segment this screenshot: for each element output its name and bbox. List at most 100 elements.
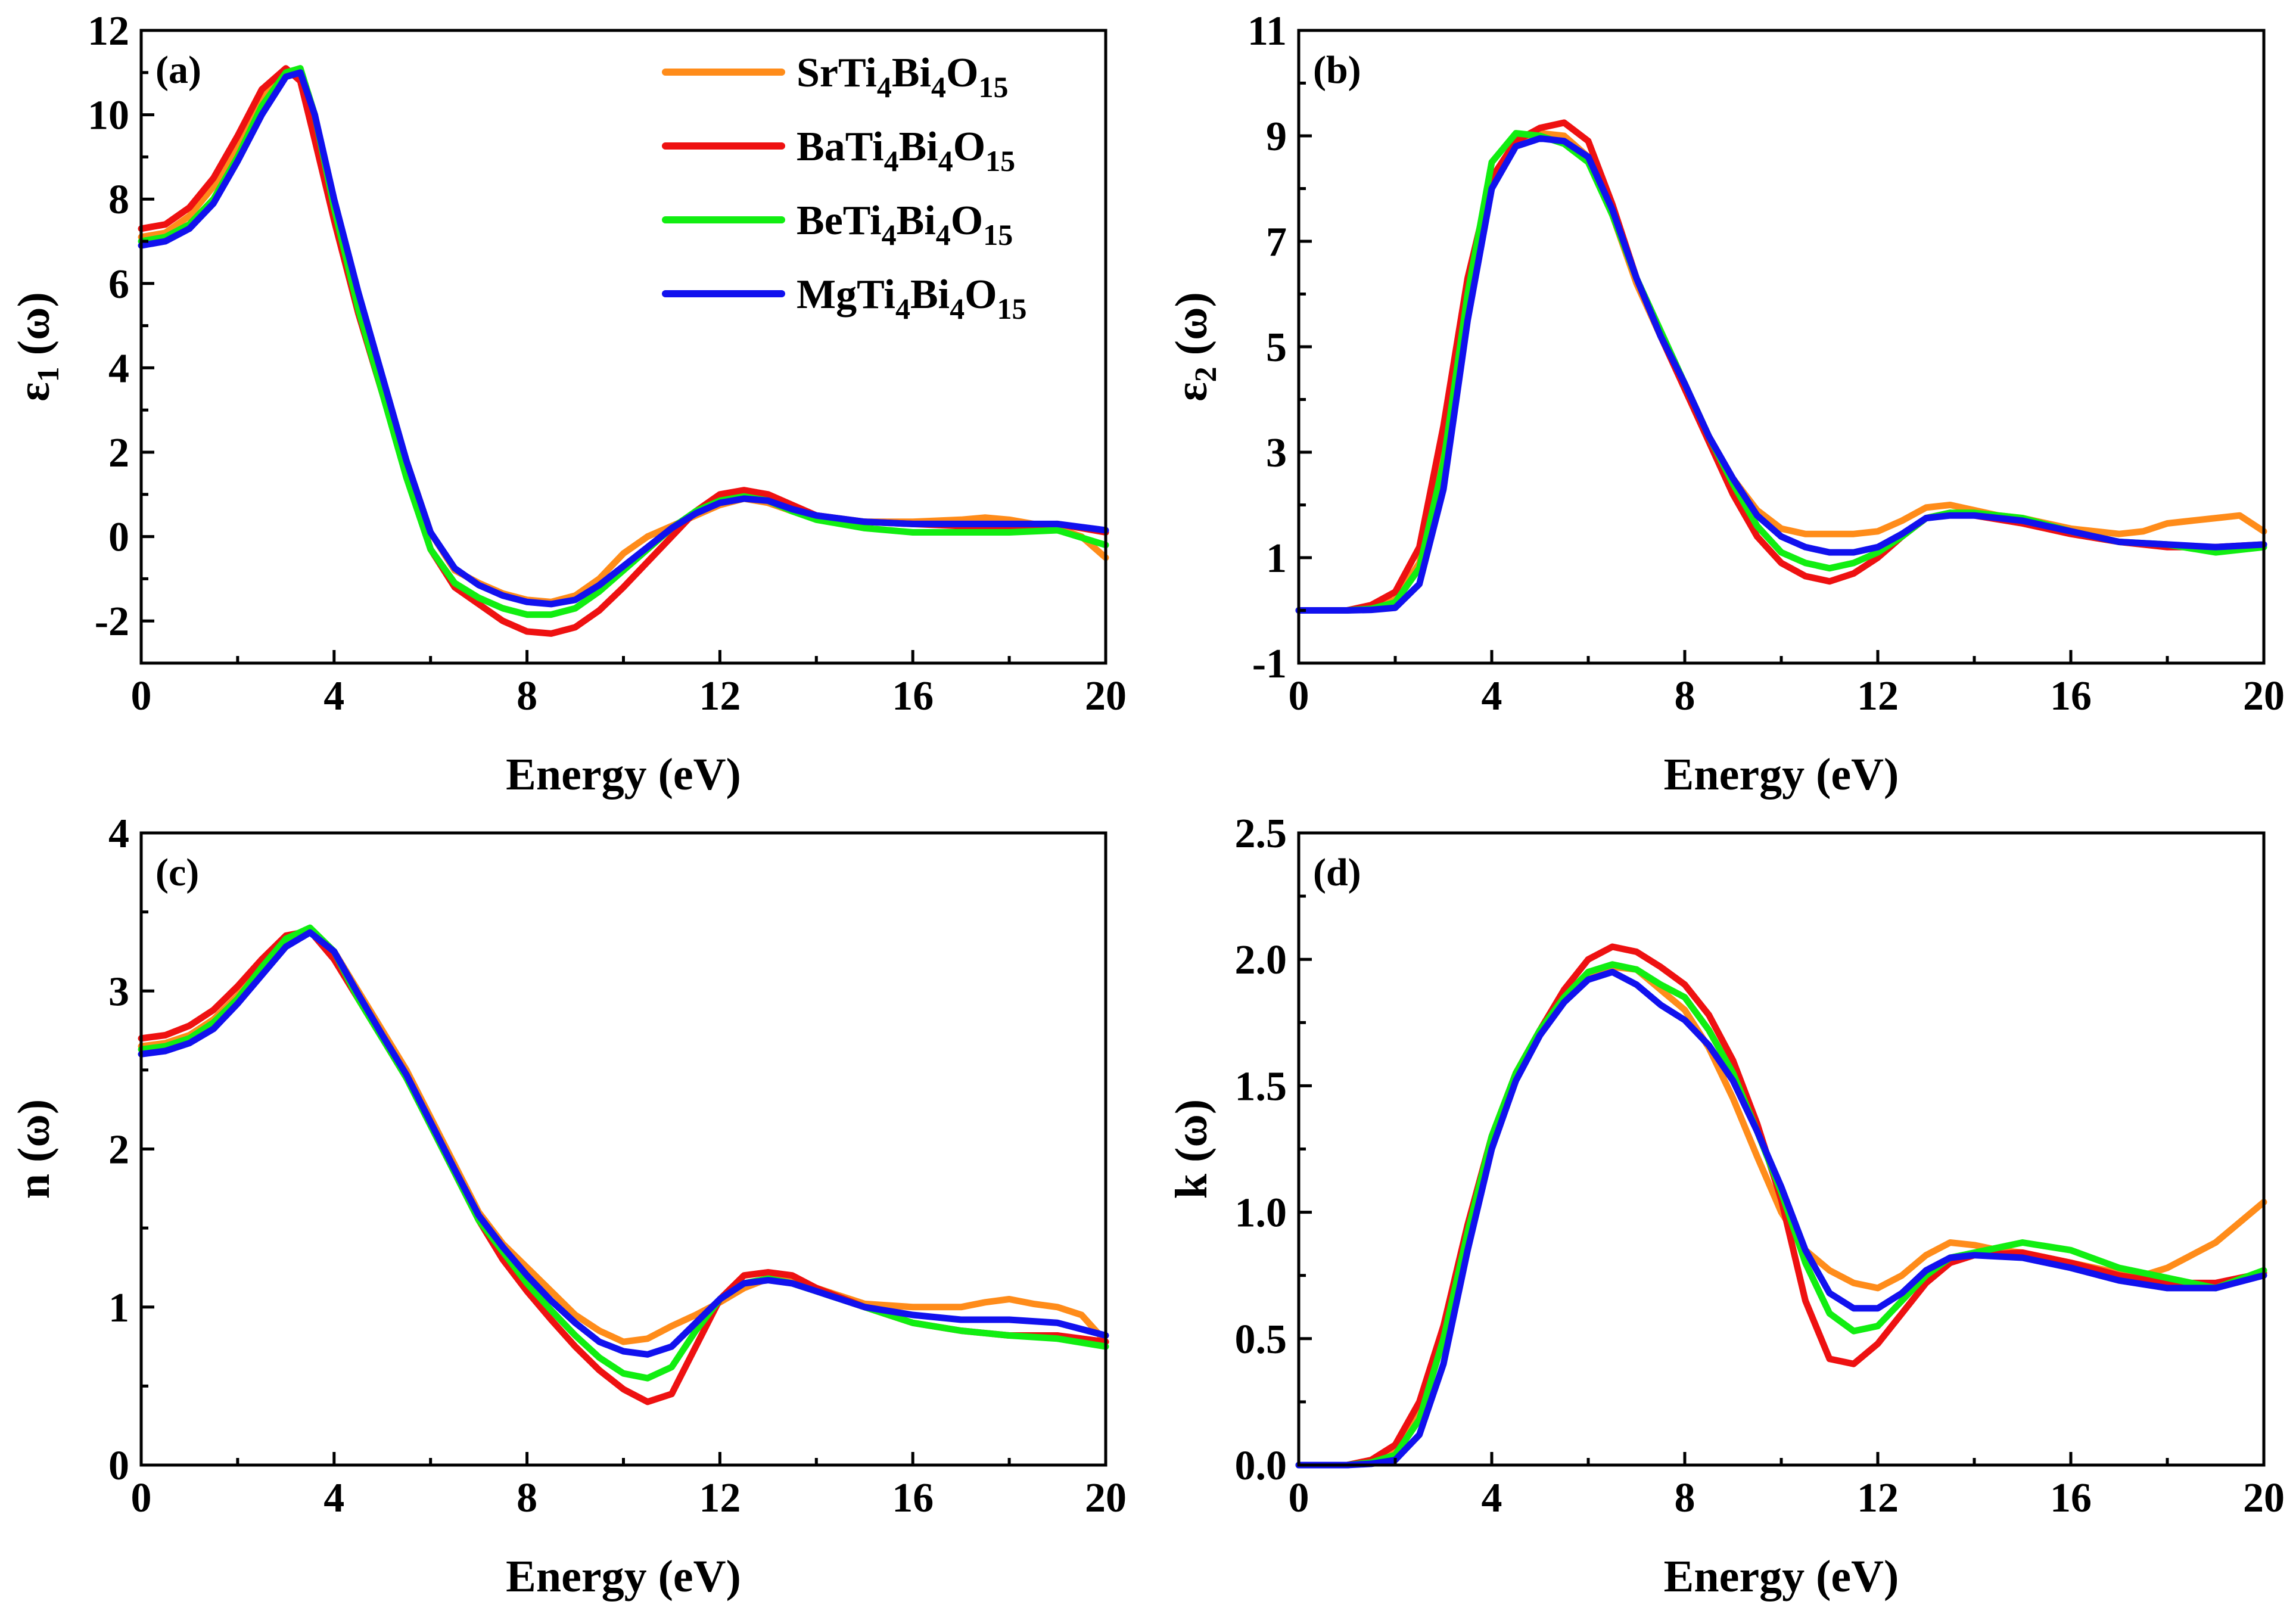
series-line-beti4bi4o15 [138, 924, 1109, 1382]
y-tick-label: 4 [108, 346, 129, 391]
y-tick-label: 1.5 [1235, 1064, 1287, 1109]
x-axis-label: Energy (eV) [506, 750, 741, 800]
text-span: (ω) [9, 292, 59, 366]
subscript: 15 [997, 292, 1027, 325]
subscript: 4 [936, 218, 951, 251]
text-span: O [946, 50, 978, 96]
y-tick-label: 6 [108, 262, 129, 307]
x-tick-label: 0 [131, 673, 152, 719]
x-axis-label: Energy (eV) [1664, 1551, 1899, 1602]
y-axis-label: k (ω) [1166, 1099, 1217, 1199]
x-tick-label: 12 [1857, 1475, 1899, 1521]
subscript: 15 [985, 144, 1015, 178]
panel-label: (b) [1313, 48, 1361, 92]
y-axis-label: ε2 (ω) [1166, 292, 1223, 402]
y-tick-label: 10 [88, 93, 129, 139]
text-span: O [951, 198, 983, 244]
x-axis-label: Energy (eV) [1664, 750, 1899, 800]
panel-b: 0 4 8 12 16 20 -1 1 3 5 7 9 11 (b) Energy (eV) ε2 (ω) [1166, 8, 2285, 800]
legend: SrTi4Bi4O15BaTi4Bi4O15BeTi4Bi4O15MgTi4Bi… [662, 50, 1027, 325]
subscript: 4 [931, 70, 946, 104]
x-tick-label: 8 [517, 673, 537, 719]
subscript: 1 [32, 366, 66, 382]
subscript: 2 [1189, 366, 1223, 382]
x-tick-label: 16 [2050, 1475, 2092, 1521]
y-tick-label: 2 [108, 430, 129, 476]
y-tick-label: 9 [1266, 114, 1287, 160]
y-tick-label: 0.5 [1235, 1317, 1287, 1363]
y-tick-label: 0 [108, 515, 129, 561]
y-axis-label: n (ω) [9, 1099, 59, 1199]
plot-frame [1297, 29, 2266, 665]
x-tick-label: 16 [892, 1475, 934, 1521]
panel-label: (a) [155, 48, 201, 92]
y-tick-label: 0.0 [1235, 1443, 1287, 1489]
subscript: 4 [938, 144, 953, 178]
y-tick-label: 3 [108, 969, 129, 1015]
x-tick-label: 8 [517, 1475, 537, 1521]
y-tick-label: 11 [1247, 8, 1287, 54]
text-span: O [953, 124, 985, 170]
subscript: 4 [882, 218, 897, 251]
x-tick-label: 20 [1085, 673, 1127, 719]
y-tick-label: 12 [88, 8, 129, 54]
y-tick-label: 0 [108, 1443, 129, 1489]
text-span: ε [1166, 382, 1217, 401]
series-line-mgti4bi4o15 [138, 929, 1109, 1358]
subscript: 15 [983, 218, 1013, 251]
y-axis-label: ε1 (ω) [9, 292, 66, 402]
y-tick-label: 1 [108, 1285, 129, 1331]
y-tick-label: 2 [108, 1127, 129, 1173]
y-tick-label: 1.0 [1235, 1190, 1287, 1236]
x-tick-label: 12 [699, 673, 741, 719]
subscript: 15 [978, 70, 1008, 104]
x-tick-label: 20 [1085, 1475, 1127, 1521]
series-line-mgti4bi4o15 [138, 69, 1109, 608]
x-tick-label: 0 [131, 1475, 152, 1521]
subscript: 4 [877, 70, 892, 104]
text-span: Ti [838, 50, 877, 96]
x-tick-label: 0 [1289, 673, 1309, 719]
panel-label: (d) [1313, 851, 1361, 894]
x-tick-label: 16 [892, 673, 934, 719]
series-line-beti4bi4o15 [1295, 961, 2267, 1469]
text-span: Ba [797, 124, 845, 170]
subscript: 4 [884, 144, 899, 178]
text-span: n (ω) [9, 1099, 59, 1199]
series-line-bati4bi4o15 [1295, 943, 2267, 1469]
text-span: O [965, 272, 997, 318]
y-tick-label: 8 [108, 177, 129, 223]
x-tick-label: 8 [1675, 673, 1695, 719]
x-tick-label: 4 [1482, 673, 1502, 719]
panel-label: (c) [155, 851, 199, 894]
legend-label-srti4bi4o15: SrTi4Bi4O15 [797, 50, 1008, 104]
y-tick-label: 7 [1266, 219, 1287, 265]
text-span: Ti [857, 272, 895, 318]
x-tick-label: 0 [1289, 1475, 1309, 1521]
x-tick-label: 20 [2243, 673, 2285, 719]
y-tick-label: 2.5 [1235, 811, 1287, 857]
series-line-srti4bi4o15 [1295, 963, 2267, 1469]
text-span: Bi [899, 124, 938, 170]
series-line-mgti4bi4o15 [1295, 135, 2267, 614]
x-tick-label: 4 [323, 673, 344, 719]
text-span: Ti [845, 124, 884, 170]
text-span: Mg [797, 272, 857, 318]
y-tick-label: -1 [1252, 641, 1287, 687]
y-tick-label: 1 [1266, 536, 1287, 582]
panel-d: 0 4 8 12 16 20 0.0 0.5 1.0 1.5 2.0 2.5 (d) Energy (eV… [1166, 811, 2285, 1602]
x-tick-label: 8 [1675, 1475, 1695, 1521]
text-span: Bi [892, 50, 931, 96]
y-tick-label: -2 [95, 599, 129, 645]
x-tick-label: 12 [699, 1475, 741, 1521]
text-span: k (ω) [1166, 1099, 1217, 1199]
x-axis-label: Energy (eV) [506, 1551, 741, 1602]
x-tick-label: 20 [2243, 1475, 2285, 1521]
y-tick-label: 3 [1266, 430, 1287, 476]
y-tick-label: 4 [108, 811, 129, 857]
legend-label-beti4bi4o15: BeTi4Bi4O15 [797, 198, 1013, 251]
text-span: Be [797, 198, 843, 244]
legend-label-bati4bi4o15: BaTi4Bi4O15 [797, 124, 1015, 178]
